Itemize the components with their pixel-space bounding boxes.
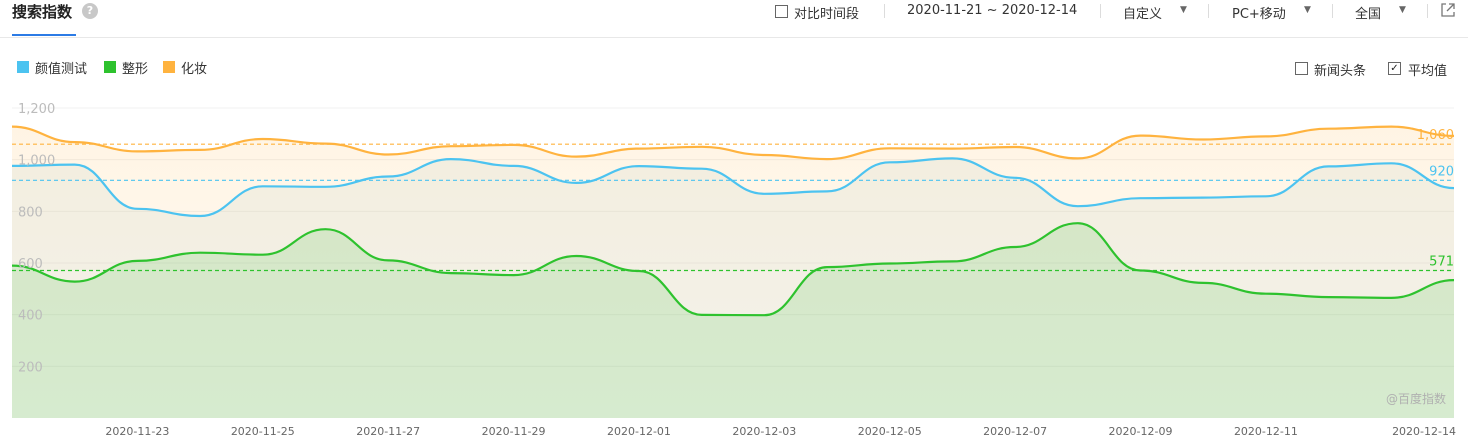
y-tick-label: 1,000 bbox=[18, 154, 55, 169]
divider bbox=[884, 4, 885, 18]
y-tick-label: 400 bbox=[18, 309, 43, 324]
x-tick-label: 2020-12-03 bbox=[732, 425, 796, 438]
page-title: 搜索指数 bbox=[12, 3, 73, 21]
series-huazhuang-line[interactable] bbox=[11, 125, 1455, 161]
x-tick-label: 2020-12-11 bbox=[1234, 425, 1298, 438]
y-tick-label: 200 bbox=[18, 360, 43, 375]
series-huazhuang-average-label: 1,060 bbox=[1417, 128, 1454, 143]
region-select[interactable]: 全国 bbox=[1355, 7, 1382, 22]
series-yanzhi-area bbox=[12, 158, 1454, 418]
series-areas bbox=[12, 126, 1454, 418]
x-tick-label: 2020-12-05 bbox=[858, 425, 922, 438]
divider bbox=[1332, 4, 1333, 18]
legend-item-zhengxing[interactable]: 整形 bbox=[122, 62, 149, 77]
x-tick-label: 2020-12-14 bbox=[1392, 425, 1456, 438]
divider bbox=[1427, 4, 1428, 18]
period-select[interactable]: 自定义 bbox=[1123, 7, 1163, 22]
news-checkbox[interactable] bbox=[1295, 62, 1308, 75]
y-tick-label: 800 bbox=[18, 205, 43, 220]
average-labels: 920 571 1,060 bbox=[1417, 128, 1454, 269]
legend-item-yanzhi[interactable]: 颜值测试 bbox=[35, 62, 88, 77]
chevron-down-icon[interactable]: ▼ bbox=[1304, 5, 1311, 15]
chevron-down-icon[interactable]: ▼ bbox=[1180, 5, 1187, 15]
x-tick-label: 2020-12-01 bbox=[607, 425, 671, 438]
x-tick-label: 2020-12-09 bbox=[1109, 425, 1173, 438]
y-tick-label: 600 bbox=[18, 257, 43, 272]
chevron-down-icon[interactable]: ▼ bbox=[1399, 5, 1406, 15]
watermark: @百度指数 bbox=[1386, 391, 1446, 406]
series-zhengxing-area bbox=[12, 223, 1454, 418]
external-link-icon[interactable] bbox=[1440, 2, 1456, 18]
y-axis-ticks: 200 400 600 800 1,000 1,200 bbox=[18, 102, 55, 375]
series-zhengxing-line[interactable] bbox=[11, 222, 1455, 317]
x-tick-label: 2020-11-23 bbox=[105, 425, 169, 438]
legend-swatch-yanzhi bbox=[17, 61, 29, 73]
series-yanzhi-average-label: 920 bbox=[1429, 164, 1454, 179]
series-lines bbox=[11, 125, 1455, 317]
x-tick-label: 2020-11-25 bbox=[231, 425, 295, 438]
average-label[interactable]: 平均值 bbox=[1408, 64, 1448, 79]
series-huazhuang-area bbox=[12, 126, 1454, 418]
legend-swatch-huazhuang bbox=[163, 61, 175, 73]
device-select[interactable]: PC+移动 bbox=[1232, 7, 1286, 22]
series-yanzhi-line[interactable] bbox=[11, 157, 1455, 218]
legend-item-huazhuang[interactable]: 化妆 bbox=[181, 62, 208, 77]
news-label[interactable]: 新闻头条 bbox=[1314, 64, 1367, 79]
compare-checkbox[interactable] bbox=[775, 5, 788, 18]
y-tick-label: 1,200 bbox=[18, 102, 55, 117]
series-zhengxing-average-label: 571 bbox=[1429, 254, 1454, 269]
divider bbox=[1100, 4, 1101, 18]
header-bar: 搜索指数 ? 对比时间段 2020-11-21 ~ 2020-12-14 自定义… bbox=[0, 0, 1468, 38]
x-axis-ticks: 2020-11-23 2020-11-25 2020-11-27 2020-11-29… bbox=[105, 425, 1456, 438]
title-underline bbox=[12, 34, 76, 36]
compare-label[interactable]: 对比时间段 bbox=[794, 7, 860, 22]
x-tick-label: 2020-11-27 bbox=[356, 425, 420, 438]
legend-swatch-zhengxing bbox=[104, 61, 116, 73]
average-checkbox[interactable]: ✓ bbox=[1388, 62, 1401, 75]
date-range-picker[interactable]: 2020-11-21 ~ 2020-12-14 bbox=[907, 3, 1078, 18]
x-tick-label: 2020-12-07 bbox=[983, 425, 1047, 438]
question-mark-icon[interactable]: ? bbox=[82, 3, 98, 19]
divider bbox=[1208, 4, 1209, 18]
x-tick-label: 2020-11-29 bbox=[482, 425, 546, 438]
